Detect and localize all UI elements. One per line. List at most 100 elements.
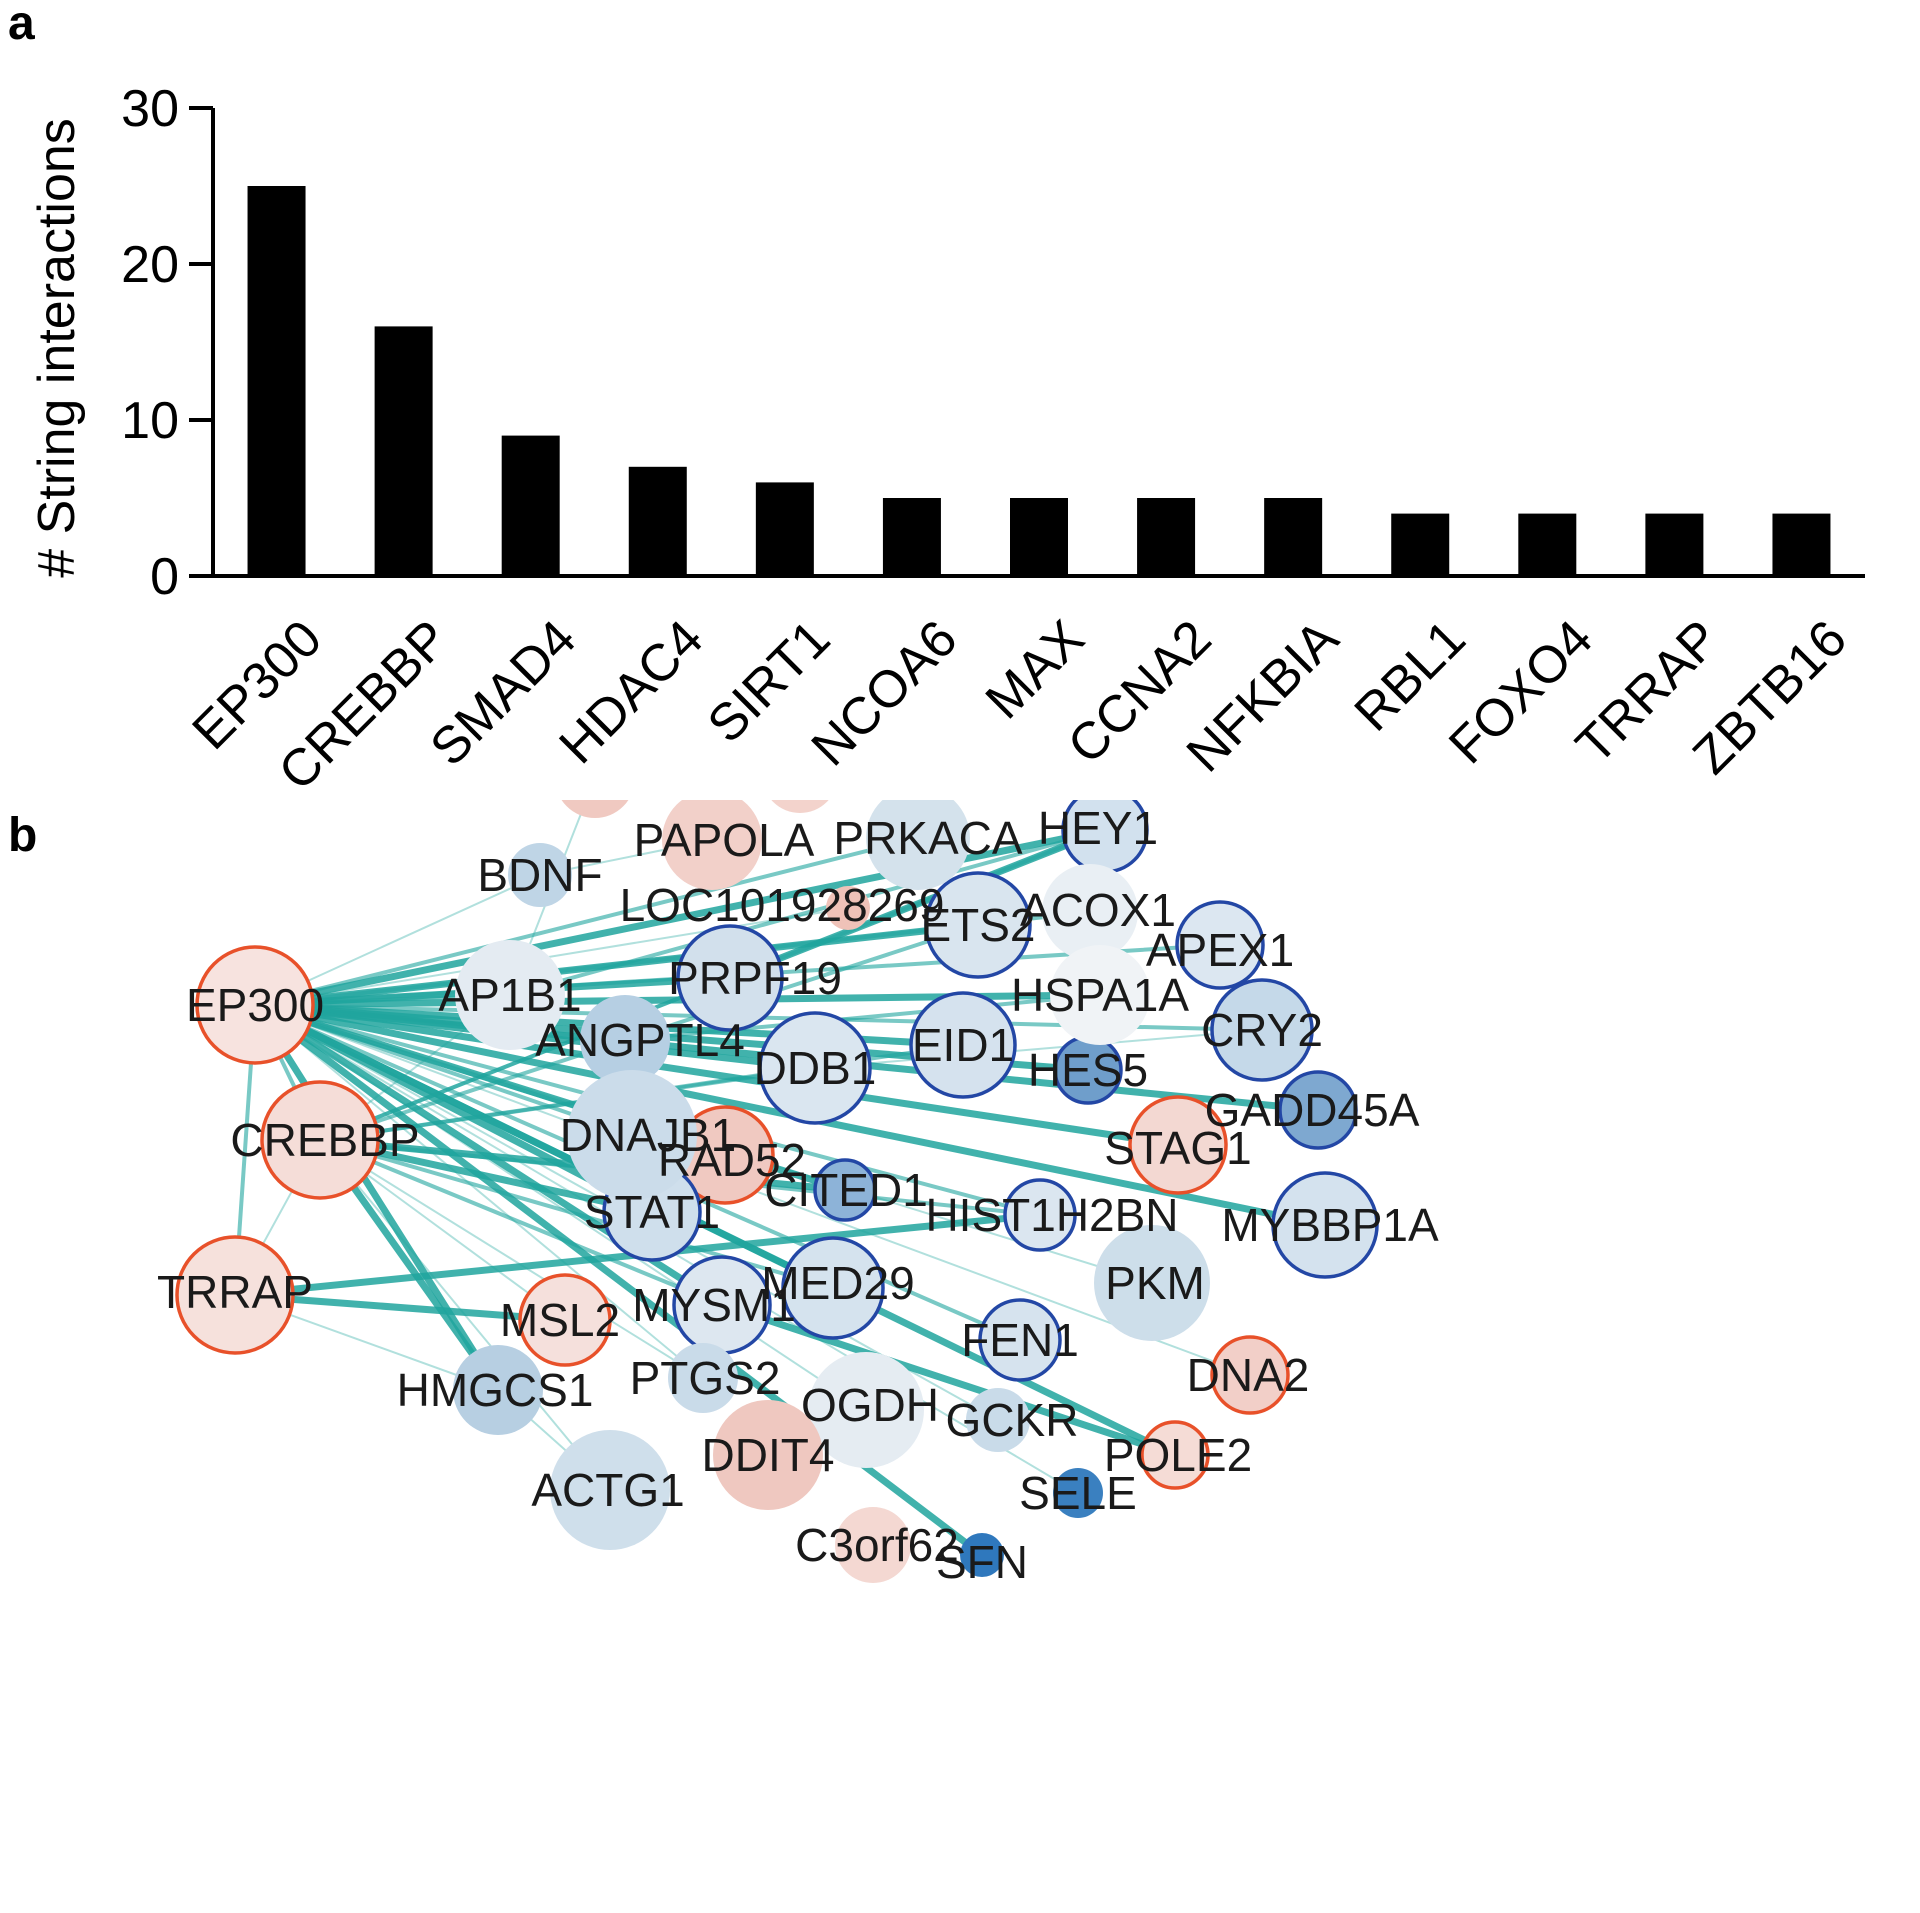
node-twnk bbox=[771, 800, 829, 813]
node-hspa1a bbox=[1050, 945, 1150, 1045]
node-label-ogdh: OGDH bbox=[801, 1379, 939, 1431]
edge-prpf19-hey1 bbox=[726, 826, 1109, 982]
bar-ncoa6 bbox=[882, 498, 941, 576]
edge-ap1b1-hey1 bbox=[508, 828, 1107, 997]
node-label-sele: SELE bbox=[1019, 1467, 1137, 1519]
node-label-actg1: ACTG1 bbox=[531, 1464, 684, 1516]
edge-crebbp-ptgs2 bbox=[319, 1139, 704, 1379]
node-label-rad52: RAD52 bbox=[658, 1134, 806, 1186]
x-tick-label-foxo4: FOXO4 bbox=[1438, 609, 1604, 775]
node-label-prpf19: PRPF19 bbox=[668, 952, 842, 1004]
edge-angptl4-hspa1a bbox=[623, 993, 1102, 1042]
node-label-stat1: STAT1 bbox=[584, 1186, 720, 1238]
bar-foxo4 bbox=[1518, 513, 1577, 576]
node-ep300 bbox=[195, 945, 315, 1065]
node-eid1 bbox=[909, 991, 1017, 1099]
node-label-angptl4: ANGPTL4 bbox=[535, 1014, 745, 1066]
node-ap1b1 bbox=[455, 940, 565, 1050]
node-label-ddb1: DDB1 bbox=[754, 1042, 877, 1094]
y-tick-label-30: 30 bbox=[121, 80, 179, 138]
node-label-sfn: SFN bbox=[936, 1536, 1028, 1588]
node-dna2 bbox=[1210, 1335, 1290, 1415]
node-crebbp bbox=[260, 1080, 380, 1200]
node-label-msl2: MSL2 bbox=[500, 1294, 620, 1346]
network-nodes bbox=[175, 800, 1379, 1583]
node-ogdh bbox=[808, 1352, 924, 1468]
y-tick-label-20: 20 bbox=[121, 236, 179, 294]
node-trrap bbox=[175, 1235, 295, 1355]
bar-crebbp bbox=[374, 326, 433, 576]
node-label-hspa1a: HSPA1A bbox=[1011, 969, 1189, 1021]
node-mybbp1a bbox=[1271, 1171, 1379, 1279]
node-label-pole2: POLE2 bbox=[1104, 1429, 1252, 1481]
edge-ddb1-cry2 bbox=[814, 1029, 1263, 1069]
node-label-acox1: ACOX1 bbox=[1020, 884, 1176, 936]
x-tick-label-max: MAX bbox=[975, 609, 1096, 730]
node-label-hmgcs1: HMGCS1 bbox=[397, 1364, 594, 1416]
node-label-stag1: STAG1 bbox=[1104, 1122, 1251, 1174]
node-label-hey1: HEY1 bbox=[1038, 802, 1158, 854]
node-label-papola: PAPOLA bbox=[634, 814, 815, 866]
node-label-eid1: EID1 bbox=[912, 1019, 1014, 1071]
node-acox1 bbox=[1042, 864, 1138, 960]
node-c3orf62 bbox=[835, 1507, 911, 1583]
node-label-fen1: FEN1 bbox=[961, 1314, 1079, 1366]
node-label-dnajb1: DNAJB1 bbox=[560, 1109, 736, 1161]
node-label-gadd45a: GADD45A bbox=[1205, 1084, 1420, 1136]
node-prkaca bbox=[866, 800, 970, 890]
node-angptl4 bbox=[580, 995, 670, 1085]
node-label-twnk: TWNK bbox=[737, 800, 873, 801]
network-labels: EP300 CREBBP TRRAP MSL2 RAD52 STAG1 DNA2 POLE2 H… bbox=[157, 800, 1439, 1588]
node-apex1 bbox=[1175, 900, 1265, 990]
edge-crebbp-mysm1 bbox=[318, 1138, 724, 1307]
bar-ccna2 bbox=[1137, 498, 1196, 576]
node-label-hist1h2bn: HIST1H2BN bbox=[925, 1189, 1178, 1241]
node-label-apex1: APEX1 bbox=[1146, 924, 1294, 976]
node-ets2 bbox=[924, 871, 1032, 979]
node-label-loc101928269: LOC101928269 bbox=[620, 879, 945, 931]
edge-mysm1-pole2 bbox=[718, 1301, 1179, 1459]
node-label-gckr: GCKR bbox=[946, 1394, 1079, 1446]
node-label-ep300: EP300 bbox=[186, 979, 324, 1031]
node-label-mysm1: MYSM1 bbox=[632, 1279, 796, 1331]
edge-ep300-prkaca bbox=[253, 836, 920, 1007]
node-bdnf bbox=[508, 843, 572, 907]
node-label-mybbp1a: MYBBP1A bbox=[1221, 1199, 1439, 1251]
node-sele bbox=[1053, 1468, 1103, 1518]
node-gadd45a bbox=[1278, 1070, 1358, 1150]
node-label-med29: MED29 bbox=[761, 1257, 914, 1309]
x-tick-label-hdac4: HDAC4 bbox=[549, 609, 715, 775]
bar-rbl1 bbox=[1391, 513, 1450, 576]
x-tick-label-ncoa6: NCOA6 bbox=[801, 609, 969, 777]
node-hist1h2bn bbox=[1003, 1178, 1077, 1252]
node-label-pkm: PKM bbox=[1105, 1257, 1205, 1309]
node-label-ptgs2: PTGS2 bbox=[630, 1352, 781, 1404]
node-msl2 bbox=[518, 1273, 612, 1367]
node-label-c3orf62: C3orf62 bbox=[795, 1519, 959, 1571]
node-sfn bbox=[960, 1533, 1004, 1577]
node-loc101928269 bbox=[826, 886, 870, 930]
node-label-hes5: HES5 bbox=[1028, 1044, 1148, 1096]
y-tick-label-10: 10 bbox=[121, 392, 179, 450]
node-label-crebbp: CREBBP bbox=[230, 1114, 419, 1166]
node-label-trrap: TRRAP bbox=[157, 1266, 313, 1318]
node-label-ap1b1: AP1B1 bbox=[438, 969, 581, 1021]
edge-ep300-loc101928269 bbox=[254, 907, 849, 1006]
bar-sirt1 bbox=[755, 482, 814, 576]
node-label-bdnf: BDNF bbox=[477, 849, 602, 901]
node-label-dna2: DNA2 bbox=[1187, 1349, 1310, 1401]
node-pole2 bbox=[1140, 1420, 1210, 1490]
node-ddb1 bbox=[758, 1011, 872, 1125]
edge-ep300-ptgs2 bbox=[254, 1004, 704, 1379]
node-label-prkaca: PRKACA bbox=[833, 812, 1022, 864]
node-ptgs2 bbox=[668, 1343, 738, 1413]
panel-label-b: b bbox=[8, 809, 38, 862]
network-graph: EP300 CREBBP TRRAP MSL2 RAD52 STAG1 DNA2 POLE2 H… bbox=[157, 800, 1439, 1588]
y-tick-label-0: 0 bbox=[150, 548, 179, 606]
node-dnajb1 bbox=[567, 1070, 697, 1200]
edge-ep300-stag1 bbox=[251, 1001, 1182, 1149]
bar-ep300 bbox=[247, 186, 306, 576]
node-trip10 bbox=[561, 800, 629, 818]
